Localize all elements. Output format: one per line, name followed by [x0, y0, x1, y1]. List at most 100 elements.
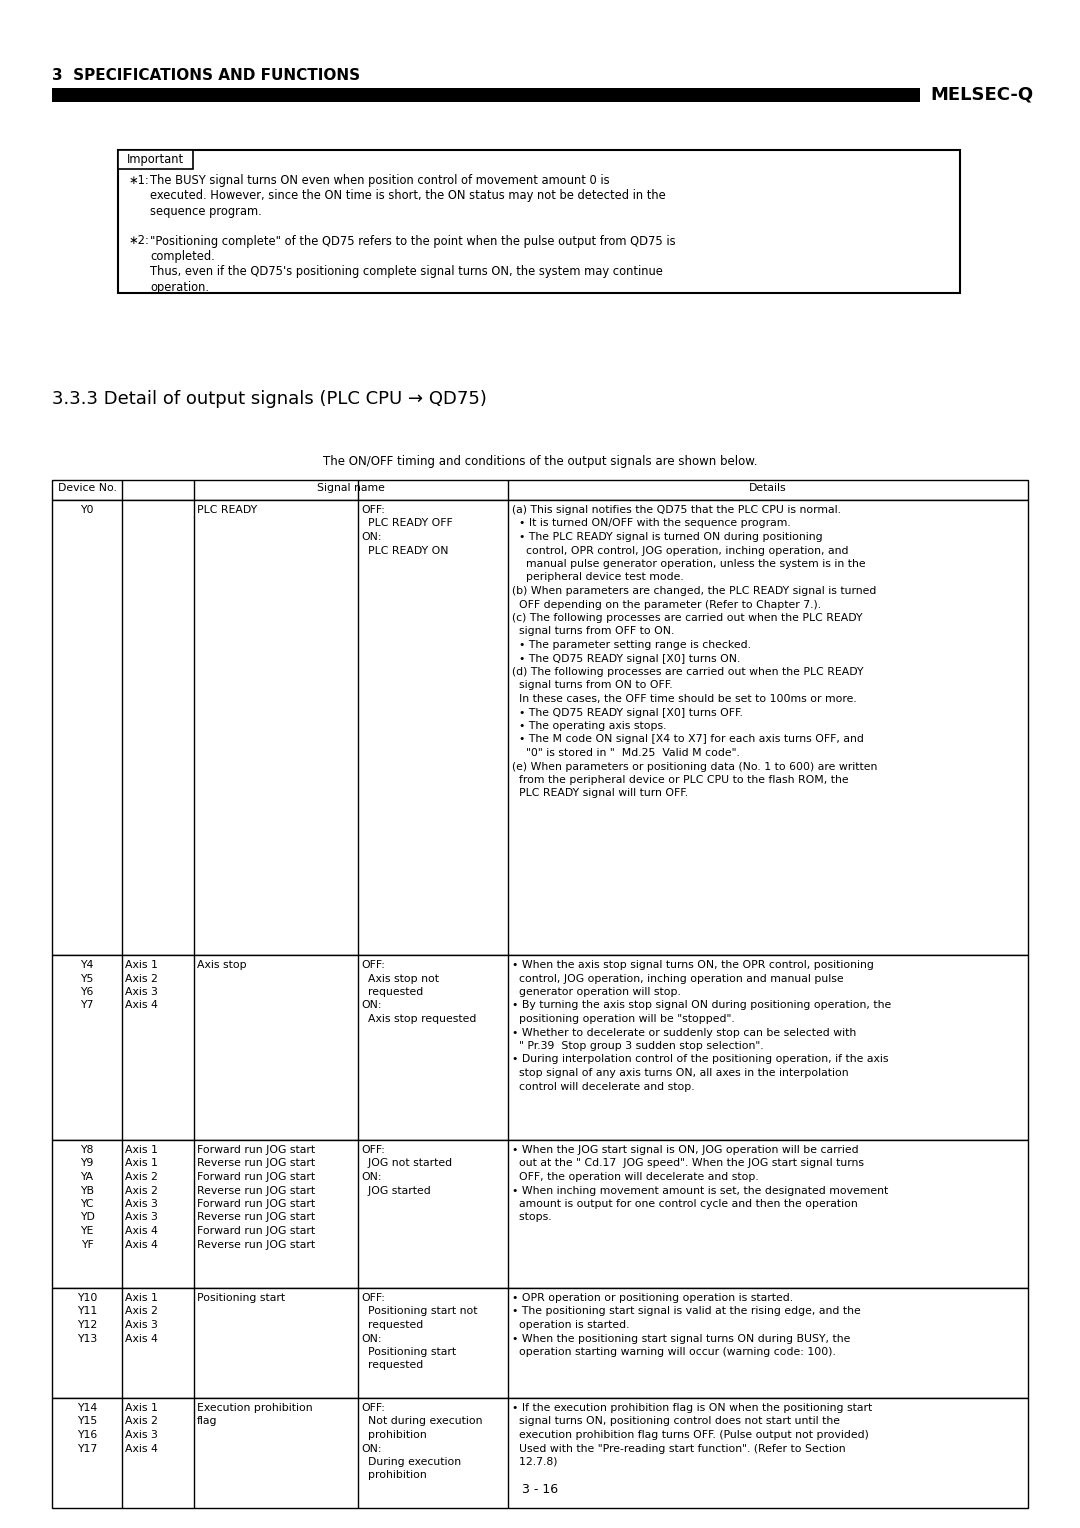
Text: Forward run JOG start: Forward run JOG start — [197, 1172, 315, 1183]
Text: • The PLC READY signal is turned ON during positioning: • The PLC READY signal is turned ON duri… — [512, 532, 823, 542]
Text: stops.: stops. — [512, 1213, 552, 1222]
Text: peripheral device test mode.: peripheral device test mode. — [512, 573, 684, 582]
Text: Y17: Y17 — [77, 1444, 97, 1453]
Text: • Whether to decelerate or suddenly stop can be selected with: • Whether to decelerate or suddenly stop… — [512, 1027, 856, 1038]
Text: Axis 3: Axis 3 — [125, 1199, 158, 1209]
Bar — [118, 150, 960, 292]
Text: PLC READY signal will turn OFF.: PLC READY signal will turn OFF. — [512, 788, 688, 799]
Text: During execution: During execution — [361, 1458, 461, 1467]
Text: Axis 1: Axis 1 — [125, 1293, 158, 1303]
Text: YA: YA — [80, 1172, 94, 1183]
Text: Positioning start: Positioning start — [361, 1348, 456, 1357]
Text: control, JOG operation, inching operation and manual pulse: control, JOG operation, inching operatio… — [512, 973, 843, 984]
Text: "0" is stored in "  Md.25  Valid M code".: "0" is stored in " Md.25 Valid M code". — [512, 749, 740, 758]
Text: Y9: Y9 — [80, 1158, 94, 1169]
Text: Y14: Y14 — [77, 1403, 97, 1413]
Text: Axis 3: Axis 3 — [125, 1213, 158, 1222]
Text: positioning operation will be "stopped".: positioning operation will be "stopped". — [512, 1015, 734, 1024]
Text: Axis 3: Axis 3 — [125, 1320, 158, 1329]
Text: signal turns from OFF to ON.: signal turns from OFF to ON. — [512, 626, 674, 637]
Text: ON:: ON: — [361, 1172, 381, 1183]
Text: Axis stop requested: Axis stop requested — [361, 1015, 476, 1024]
Bar — [52, 480, 1028, 500]
Text: OFF, the operation will decelerate and stop.: OFF, the operation will decelerate and s… — [512, 1172, 759, 1183]
Text: ON:: ON: — [361, 1001, 381, 1010]
Text: OFF:: OFF: — [361, 1293, 384, 1303]
Text: Axis 2: Axis 2 — [125, 973, 158, 984]
Text: ∗1:: ∗1: — [129, 174, 149, 186]
Text: Device No.: Device No. — [57, 483, 117, 494]
Text: out at the " Cd.17  JOG speed". When the JOG start signal turns: out at the " Cd.17 JOG speed". When the … — [512, 1158, 864, 1169]
Text: • The operating axis stops.: • The operating axis stops. — [512, 721, 666, 730]
Text: operation.: operation. — [150, 281, 210, 293]
Text: Used with the "Pre-reading start function". (Refer to Section: Used with the "Pre-reading start functio… — [512, 1444, 846, 1453]
Text: control will decelerate and stop.: control will decelerate and stop. — [512, 1082, 694, 1091]
Text: Axis 2: Axis 2 — [125, 1172, 158, 1183]
Text: amount is output for one control cycle and then the operation: amount is output for one control cycle a… — [512, 1199, 858, 1209]
Text: execution prohibition flag turns OFF. (Pulse output not provided): execution prohibition flag turns OFF. (P… — [512, 1430, 869, 1439]
Text: YB: YB — [80, 1186, 94, 1195]
Text: • The parameter setting range is checked.: • The parameter setting range is checked… — [512, 640, 751, 649]
Text: Forward run JOG start: Forward run JOG start — [197, 1144, 315, 1155]
Text: OFF:: OFF: — [361, 504, 384, 515]
Text: OFF:: OFF: — [361, 1403, 384, 1413]
Text: • When inching movement amount is set, the designated movement: • When inching movement amount is set, t… — [512, 1186, 888, 1195]
Text: signal turns ON, positioning control does not start until the: signal turns ON, positioning control doe… — [512, 1416, 840, 1427]
Text: The ON/OFF timing and conditions of the output signals are shown below.: The ON/OFF timing and conditions of the … — [323, 455, 757, 468]
Text: YC: YC — [80, 1199, 94, 1209]
Text: (b) When parameters are changed, the PLC READY signal is turned: (b) When parameters are changed, the PLC… — [512, 587, 876, 596]
Text: Y6: Y6 — [80, 987, 94, 996]
Text: 3  SPECIFICATIONS AND FUNCTIONS: 3 SPECIFICATIONS AND FUNCTIONS — [52, 69, 360, 83]
Text: Thus, even if the QD75's positioning complete signal turns ON, the system may co: Thus, even if the QD75's positioning com… — [150, 266, 663, 278]
Text: Axis 4: Axis 4 — [125, 1001, 158, 1010]
Text: Axis 1: Axis 1 — [125, 960, 158, 970]
Text: Axis 4: Axis 4 — [125, 1444, 158, 1453]
Text: Y7: Y7 — [80, 1001, 94, 1010]
Text: Axis 1: Axis 1 — [125, 1158, 158, 1169]
Text: Not during execution: Not during execution — [361, 1416, 483, 1427]
Text: (d) The following processes are carried out when the PLC READY: (d) The following processes are carried … — [512, 668, 864, 677]
Text: OFF:: OFF: — [361, 960, 384, 970]
Text: control, OPR control, JOG operation, inching operation, and: control, OPR control, JOG operation, inc… — [512, 545, 849, 556]
Text: • The positioning start signal is valid at the rising edge, and the: • The positioning start signal is valid … — [512, 1306, 861, 1317]
Text: • By turning the axis stop signal ON during positioning operation, the: • By turning the axis stop signal ON dur… — [512, 1001, 891, 1010]
Text: • The QD75 READY signal [X0] turns ON.: • The QD75 READY signal [X0] turns ON. — [512, 654, 741, 663]
Text: JOG not started: JOG not started — [361, 1158, 453, 1169]
Text: Y10: Y10 — [77, 1293, 97, 1303]
Text: " Pr.39  Stop group 3 sudden stop selection".: " Pr.39 Stop group 3 sudden stop selecti… — [512, 1041, 764, 1051]
Bar — [118, 150, 193, 170]
Text: The BUSY signal turns ON even when position control of movement amount 0 is: The BUSY signal turns ON even when posit… — [150, 174, 609, 186]
Text: • When the JOG start signal is ON, JOG operation will be carried: • When the JOG start signal is ON, JOG o… — [512, 1144, 859, 1155]
Text: ON:: ON: — [361, 1444, 381, 1453]
Text: Y13: Y13 — [77, 1334, 97, 1343]
Text: • When the axis stop signal turns ON, the OPR control, positioning: • When the axis stop signal turns ON, th… — [512, 960, 874, 970]
Text: Y11: Y11 — [77, 1306, 97, 1317]
Text: Forward run JOG start: Forward run JOG start — [197, 1225, 315, 1236]
Text: • It is turned ON/OFF with the sequence program.: • It is turned ON/OFF with the sequence … — [512, 518, 791, 529]
Text: Forward run JOG start: Forward run JOG start — [197, 1199, 315, 1209]
Text: Reverse run JOG start: Reverse run JOG start — [197, 1213, 315, 1222]
Text: • If the execution prohibition flag is ON when the positioning start: • If the execution prohibition flag is O… — [512, 1403, 873, 1413]
Text: requested: requested — [361, 1360, 423, 1371]
Text: flag: flag — [197, 1416, 217, 1427]
Text: • OPR operation or positioning operation is started.: • OPR operation or positioning operation… — [512, 1293, 793, 1303]
Text: Axis 4: Axis 4 — [125, 1334, 158, 1343]
Text: 12.7.8): 12.7.8) — [512, 1458, 557, 1467]
Text: sequence program.: sequence program. — [150, 205, 261, 219]
Text: Signal name: Signal name — [318, 483, 384, 494]
Text: Positioning start: Positioning start — [197, 1293, 285, 1303]
Text: PLC READY ON: PLC READY ON — [361, 545, 448, 556]
Text: Y0: Y0 — [80, 504, 94, 515]
Text: Axis 2: Axis 2 — [125, 1186, 158, 1195]
Text: Reverse run JOG start: Reverse run JOG start — [197, 1158, 315, 1169]
Text: PLC READY: PLC READY — [197, 504, 257, 515]
Text: completed.: completed. — [150, 251, 215, 263]
Text: YE: YE — [80, 1225, 94, 1236]
Text: ON:: ON: — [361, 1334, 381, 1343]
Text: prohibition: prohibition — [361, 1430, 427, 1439]
Text: ∗2:: ∗2: — [129, 234, 149, 248]
Text: requested: requested — [361, 987, 423, 996]
Text: Reverse run JOG start: Reverse run JOG start — [197, 1186, 315, 1195]
Text: manual pulse generator operation, unless the system is in the: manual pulse generator operation, unless… — [512, 559, 866, 568]
Text: generator operation will stop.: generator operation will stop. — [512, 987, 680, 996]
